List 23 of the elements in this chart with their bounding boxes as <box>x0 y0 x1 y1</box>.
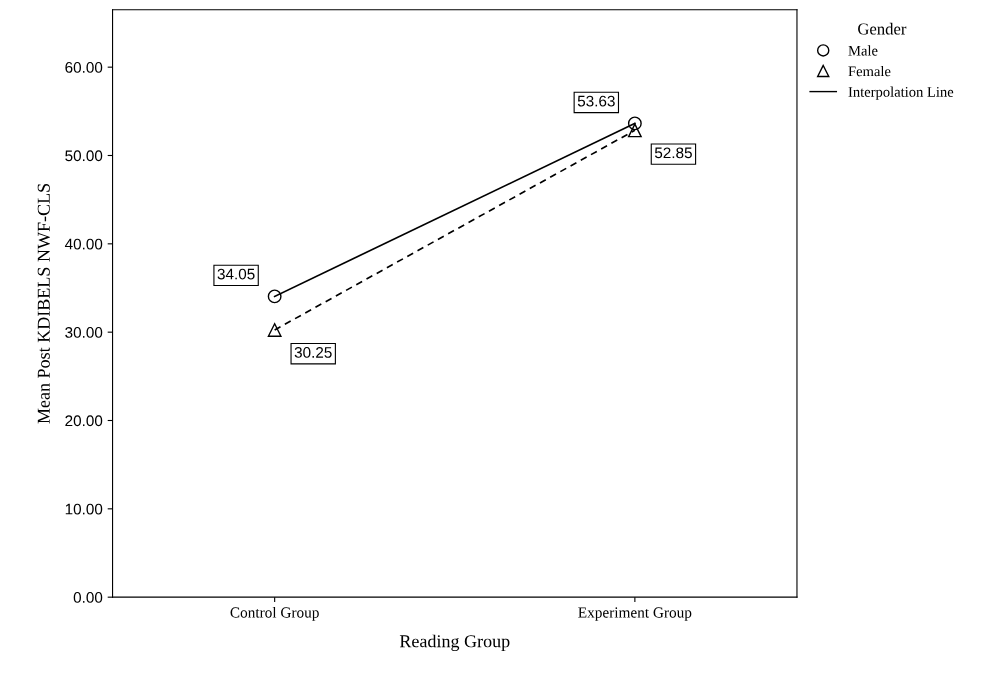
data-label: 52.85 <box>654 147 692 159</box>
y-tick-label: 10.00 <box>65 503 103 515</box>
point <box>267 323 282 337</box>
x-tick-label: Control Group <box>230 606 319 621</box>
legend-title: Gender <box>858 22 907 35</box>
point <box>627 116 642 131</box>
legend-label: Male <box>848 45 878 56</box>
data-label: 30.25 <box>294 347 332 358</box>
data-label: 34.05 <box>217 268 255 280</box>
y-tick-label: 20.00 <box>65 415 103 427</box>
x-axis-title: Reading Group <box>399 634 510 652</box>
y-tick-label: 0.00 <box>73 592 103 603</box>
y-tick-label: 30.00 <box>65 327 103 338</box>
text: Interpolation Line <box>848 86 954 100</box>
y-axis-title: Mean Post KDIBELS NWF-CLS <box>37 183 50 424</box>
point <box>267 289 282 304</box>
legend-label: Female <box>848 65 891 77</box>
y-tick-label: 60.00 <box>65 62 103 73</box>
point <box>627 123 642 138</box>
data-label: 53.63 <box>577 95 615 107</box>
y-tick-label: 40.00 <box>64 238 103 250</box>
x-tick-label: Experiment Group <box>578 607 692 621</box>
y-tick-label: 50.00 <box>65 150 103 162</box>
